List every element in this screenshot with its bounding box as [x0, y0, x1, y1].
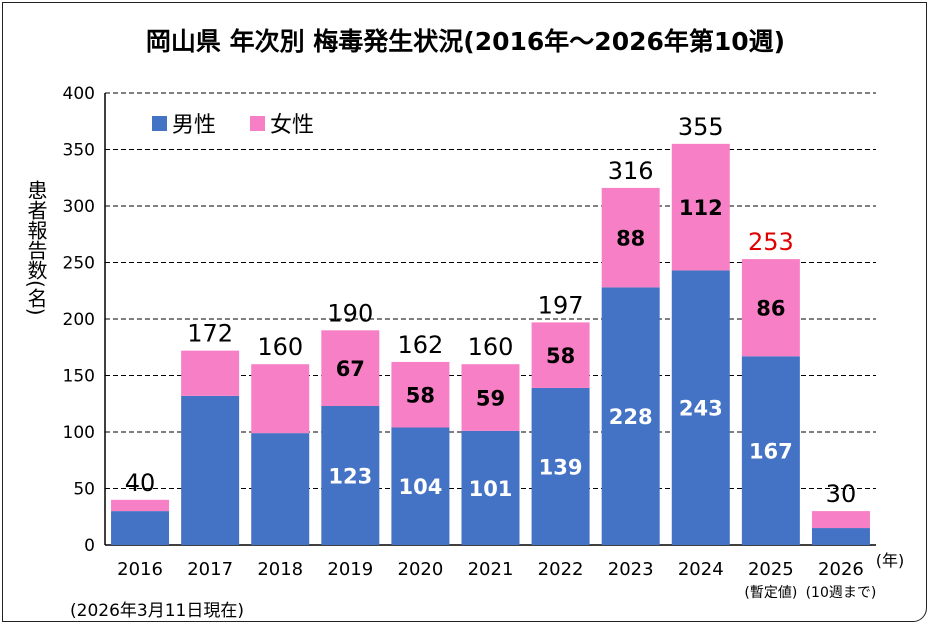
bar-female-2026: [811, 511, 870, 529]
data-label: 123: [328, 465, 372, 489]
x-tick-label: 2024: [678, 559, 724, 580]
bar-male-2017: [181, 395, 240, 545]
y-tick-label: 300: [63, 197, 95, 217]
y-tick-label: 50: [73, 480, 95, 500]
total-label: 197: [538, 291, 584, 319]
bar-female-2020: [391, 361, 450, 428]
bar-male-2020: [391, 427, 450, 545]
total-label: 162: [398, 331, 444, 359]
total-label: 190: [327, 299, 373, 327]
total-label: 30: [826, 480, 857, 508]
legend-label: 女性: [270, 113, 314, 138]
data-label: 228: [609, 405, 653, 429]
y-tick-label: 400: [63, 84, 95, 104]
data-label: 101: [469, 477, 513, 501]
y-tick-label: 150: [63, 367, 95, 387]
data-label: 67: [336, 357, 365, 381]
bar-female-2024: [671, 143, 730, 271]
total-label: 160: [257, 333, 303, 361]
data-label: 58: [406, 384, 435, 408]
bar-male-2024: [671, 270, 730, 545]
total-label: 160: [468, 333, 514, 361]
y-tick-label: 350: [63, 141, 95, 161]
bar-male-2018: [251, 433, 310, 545]
legend-swatch-male: [152, 116, 167, 131]
chart-title: 岡山県 年次別 梅毒発生状況(2016年～2026年第10週): [145, 27, 786, 56]
bar-male-2021: [461, 430, 520, 545]
bar-female-2017: [181, 350, 240, 396]
y-tick-label: 0: [84, 536, 95, 556]
bar-female-2022: [531, 322, 590, 388]
bar-female-2019: [321, 330, 380, 407]
legend-swatch-female: [250, 116, 265, 131]
bar-female-2023: [601, 187, 660, 288]
x-tick-label: 2020: [398, 559, 444, 580]
x-tick-label: 2016: [117, 559, 163, 580]
y-tick-label: 200: [63, 310, 95, 330]
bar-female-2021: [461, 364, 520, 431]
x-sublabel: (暫定値): [744, 585, 797, 601]
y-axis-label: 患者報告数(名): [24, 180, 48, 316]
data-label: 167: [749, 440, 793, 464]
data-label: 86: [756, 297, 785, 321]
x-tick-label: 2018: [257, 559, 303, 580]
y-tick-label: 100: [63, 423, 95, 443]
x-axis-label: (年): [876, 551, 905, 570]
bar-male-2023: [601, 287, 660, 545]
data-label: 139: [539, 455, 583, 479]
total-label: 40: [125, 469, 156, 497]
bar-male-2016: [111, 511, 170, 545]
total-label: 172: [187, 320, 233, 348]
data-label: 59: [476, 387, 505, 411]
x-tick-label: 2025: [748, 559, 794, 580]
as-of-note: (2026年3月11日現在): [70, 601, 244, 621]
total-label: 253: [748, 228, 794, 256]
y-tick-label: 250: [63, 254, 95, 274]
chart-frame: [2, 2, 927, 622]
total-label: 355: [678, 113, 724, 141]
data-label: 243: [679, 397, 723, 421]
bar-male-2026: [811, 528, 870, 545]
data-label: 112: [679, 196, 723, 220]
bar-female-2016: [111, 499, 170, 512]
bar-male-2019: [321, 406, 380, 545]
bar-female-2018: [251, 364, 310, 434]
bar-female-2025: [741, 259, 800, 357]
total-label: 316: [608, 157, 654, 185]
x-tick-label: 2019: [327, 559, 373, 580]
x-tick-label: 2026: [818, 559, 864, 580]
x-tick-label: 2023: [608, 559, 654, 580]
data-label: 88: [616, 227, 645, 251]
bar-male-2025: [741, 356, 800, 545]
x-tick-label: 2022: [538, 559, 584, 580]
x-tick-label: 2017: [187, 559, 233, 580]
data-label: 58: [546, 344, 575, 368]
x-sublabel: (10週まで): [806, 585, 877, 601]
x-tick-label: 2021: [468, 559, 514, 580]
data-label: 104: [398, 475, 442, 499]
legend-label: 男性: [172, 113, 216, 138]
bar-male-2022: [531, 387, 590, 545]
